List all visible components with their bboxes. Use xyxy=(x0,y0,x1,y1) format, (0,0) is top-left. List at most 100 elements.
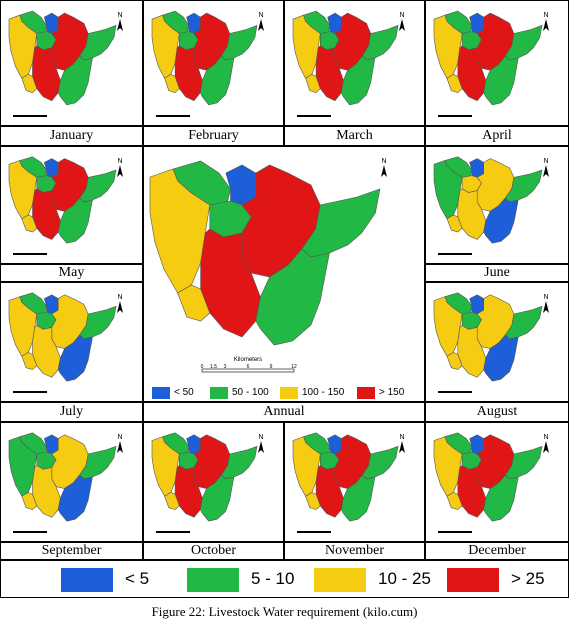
north-arrow-icon xyxy=(117,165,123,177)
map-region-7 xyxy=(164,492,180,510)
map-august: N xyxy=(433,292,549,393)
map-panel-december: N xyxy=(425,422,569,542)
map-region-7 xyxy=(21,214,38,233)
north-arrow-icon xyxy=(117,441,123,453)
north-arrow-label: N xyxy=(543,12,548,19)
scale-bar xyxy=(438,531,472,533)
map-region-7 xyxy=(305,492,321,510)
map-june: N xyxy=(433,156,549,255)
north-arrow-label: N xyxy=(399,434,404,441)
map-region-7 xyxy=(21,73,38,94)
map-panel-february: N xyxy=(143,0,284,126)
north-arrow-icon xyxy=(258,441,264,453)
legend-swatch-5-10 xyxy=(187,568,239,592)
scale-bar xyxy=(13,253,47,255)
scale-bar xyxy=(438,115,472,117)
map-region-9 xyxy=(57,55,93,106)
north-arrow-icon xyxy=(543,165,549,177)
annual-legend-label-3: 100 - 150 xyxy=(302,387,345,398)
map-region-9 xyxy=(57,334,93,382)
north-arrow-icon xyxy=(258,19,264,31)
scale-bar xyxy=(13,391,47,393)
map-label-august: August xyxy=(425,402,569,422)
map-region-9 xyxy=(483,197,519,244)
map-region-9 xyxy=(483,334,519,382)
north-arrow-label: N xyxy=(543,294,548,301)
legend-label-5-10: 5 - 10 xyxy=(251,569,295,588)
annual-legend-swatch-1 xyxy=(152,387,170,399)
figure-caption: Figure 22: Livestock Water requirement (… xyxy=(151,604,418,619)
annual-legend-label-4: > 150 xyxy=(379,387,405,398)
map-label-july: July xyxy=(0,402,143,422)
scale-bar xyxy=(297,115,331,117)
legend-label-10-25: 10 - 25 xyxy=(378,569,431,588)
annual-legend-swatch-3 xyxy=(280,387,298,399)
map-region-9 xyxy=(255,248,330,346)
map-region-9 xyxy=(57,197,93,244)
north-arrow-label: N xyxy=(117,12,122,19)
map-label-may: May xyxy=(0,264,143,282)
map-february: N xyxy=(151,10,264,117)
map-region-7 xyxy=(177,284,211,322)
north-arrow-icon xyxy=(543,301,549,313)
north-arrow-label: N xyxy=(117,294,122,301)
map-annual: N Kilometers 0 1.5 3 6 9 12 xyxy=(149,158,387,373)
scale-bar xyxy=(438,391,472,393)
map-region-7 xyxy=(446,352,463,370)
scale-tick-label: 12 xyxy=(291,364,297,370)
scale-bar xyxy=(13,115,47,117)
scale-bar xyxy=(297,531,331,533)
map-panel-march: N xyxy=(284,0,425,126)
scale-bar xyxy=(438,253,472,255)
north-arrow-label: N xyxy=(258,434,263,441)
map-label-december: December xyxy=(425,542,569,560)
map-march: N xyxy=(292,10,405,117)
map-region-9 xyxy=(199,474,235,522)
north-arrow-label: N xyxy=(399,12,404,19)
map-january: N xyxy=(8,10,123,117)
scale-bar xyxy=(201,368,295,373)
scale-tick-label: 0 xyxy=(201,364,204,370)
legend-label-gt25: > 25 xyxy=(511,569,545,588)
monthly-legend: < 5 5 - 10 10 - 25 > 25 xyxy=(0,560,569,598)
map-panel-april: N xyxy=(425,0,569,126)
north-arrow-label: N xyxy=(543,434,548,441)
north-arrow-label: N xyxy=(117,434,122,441)
map-region-7 xyxy=(164,73,180,94)
map-label-february: February xyxy=(143,126,284,146)
map-region-7 xyxy=(21,352,38,370)
map-may: N xyxy=(8,156,123,255)
map-panel-may: N xyxy=(0,146,143,264)
map-region-9 xyxy=(483,474,519,522)
map-july: N xyxy=(8,292,123,393)
north-arrow-icon xyxy=(543,441,549,453)
map-label-march: March xyxy=(284,126,425,146)
map-region-9 xyxy=(199,55,235,106)
map-april: N xyxy=(433,10,549,117)
map-label-november: November xyxy=(284,542,425,560)
legend-swatch-gt25 xyxy=(447,568,499,592)
map-panel-annual: N Kilometers 0 1.5 3 6 9 12 xyxy=(143,146,425,402)
map-label-october: October xyxy=(143,542,284,560)
north-arrow-label: N xyxy=(381,158,386,165)
north-arrow-icon xyxy=(117,301,123,313)
map-label-april: April xyxy=(425,126,569,146)
scale-bar xyxy=(13,531,47,533)
annual-legend-swatch-2 xyxy=(210,387,228,399)
map-december: N xyxy=(433,432,549,533)
map-panel-july: N xyxy=(0,282,143,402)
map-region-9 xyxy=(57,474,93,522)
map-region-9 xyxy=(340,474,376,522)
map-panel-november: N xyxy=(284,422,425,542)
map-region-7 xyxy=(446,73,463,94)
map-panel-june: N xyxy=(425,146,569,264)
legend-swatch-lt5 xyxy=(61,568,113,592)
annual-legend-swatch-4 xyxy=(357,387,375,399)
map-grid: N January N February N March N April N M… xyxy=(0,0,569,598)
map-region-3 xyxy=(225,164,257,206)
scale-tick-label: 9 xyxy=(270,364,273,370)
north-arrow-icon xyxy=(399,19,405,31)
scale-bar xyxy=(156,115,190,117)
map-region-7 xyxy=(21,492,38,510)
map-panel-september: N xyxy=(0,422,143,542)
